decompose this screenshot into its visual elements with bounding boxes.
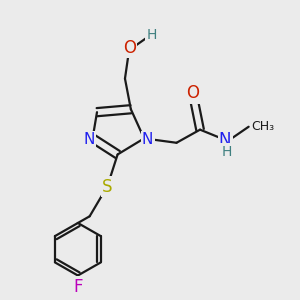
Text: F: F bbox=[73, 278, 83, 296]
Text: N: N bbox=[219, 131, 231, 149]
Text: O: O bbox=[123, 39, 136, 57]
Text: N: N bbox=[83, 132, 95, 147]
Text: H: H bbox=[221, 145, 232, 158]
Text: S: S bbox=[102, 178, 112, 196]
Text: N: N bbox=[142, 132, 153, 147]
Text: CH₃: CH₃ bbox=[252, 120, 275, 133]
Text: H: H bbox=[146, 28, 157, 42]
Text: O: O bbox=[186, 84, 199, 102]
